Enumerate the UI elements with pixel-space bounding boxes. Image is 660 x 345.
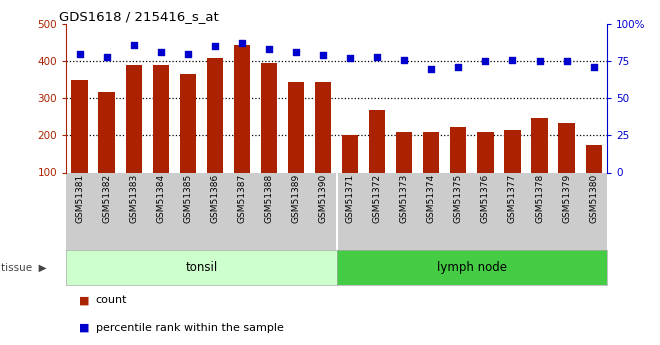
Point: [318, 52, 329, 58]
Text: GSM51371: GSM51371: [346, 174, 354, 223]
Text: GSM51389: GSM51389: [292, 174, 300, 223]
Text: GSM51384: GSM51384: [156, 174, 165, 223]
Bar: [315, 82, 331, 172]
Bar: [504, 130, 521, 172]
Point: [453, 65, 463, 70]
Bar: [531, 118, 548, 172]
Point: [156, 50, 166, 55]
Text: ■: ■: [79, 295, 90, 305]
Bar: [423, 132, 440, 172]
Text: GSM51377: GSM51377: [508, 174, 517, 223]
Point: [128, 42, 139, 48]
Bar: [125, 65, 142, 172]
Bar: [71, 80, 88, 172]
Text: GSM51390: GSM51390: [319, 174, 327, 223]
Point: [210, 43, 220, 49]
Text: tissue  ▶: tissue ▶: [1, 263, 47, 272]
Text: GSM51380: GSM51380: [589, 174, 598, 223]
Text: GSM51375: GSM51375: [454, 174, 463, 223]
Point: [345, 56, 355, 61]
Bar: [396, 132, 412, 172]
Point: [399, 57, 409, 62]
Point: [589, 65, 599, 70]
Point: [237, 41, 248, 46]
Text: GSM51372: GSM51372: [373, 174, 381, 223]
Bar: [261, 63, 277, 172]
Bar: [369, 110, 385, 172]
Text: lymph node: lymph node: [437, 261, 507, 274]
Bar: [288, 82, 304, 172]
Point: [561, 58, 572, 64]
Text: GDS1618 / 215416_s_at: GDS1618 / 215416_s_at: [59, 10, 219, 23]
Bar: [585, 145, 602, 172]
Bar: [477, 132, 494, 172]
Text: GSM51381: GSM51381: [75, 174, 84, 223]
Point: [264, 47, 275, 52]
Point: [290, 50, 301, 55]
Text: GSM51379: GSM51379: [562, 174, 571, 223]
Point: [426, 66, 437, 71]
Text: count: count: [96, 295, 127, 305]
Point: [372, 54, 383, 60]
Bar: [207, 58, 223, 172]
Point: [480, 58, 491, 64]
Text: GSM51382: GSM51382: [102, 174, 111, 223]
Text: tonsil: tonsil: [185, 261, 217, 274]
Point: [102, 54, 112, 60]
Text: GSM51388: GSM51388: [265, 174, 273, 223]
Text: GSM51373: GSM51373: [400, 174, 409, 223]
Bar: [342, 135, 358, 172]
Text: GSM51378: GSM51378: [535, 174, 544, 223]
Point: [535, 58, 545, 64]
Text: percentile rank within the sample: percentile rank within the sample: [96, 323, 284, 333]
Bar: [180, 74, 196, 172]
Point: [182, 51, 193, 57]
Text: GSM51383: GSM51383: [129, 174, 138, 223]
Text: ■: ■: [79, 323, 90, 333]
Point: [507, 57, 517, 62]
Text: GSM51387: GSM51387: [238, 174, 246, 223]
Text: GSM51386: GSM51386: [211, 174, 219, 223]
Text: GSM51374: GSM51374: [427, 174, 436, 223]
Bar: [152, 65, 169, 172]
Bar: [234, 45, 250, 172]
Bar: [98, 92, 115, 172]
Text: GSM51385: GSM51385: [183, 174, 192, 223]
Bar: [450, 127, 467, 172]
Text: GSM51376: GSM51376: [481, 174, 490, 223]
Point: [74, 51, 84, 57]
Bar: [558, 123, 575, 172]
